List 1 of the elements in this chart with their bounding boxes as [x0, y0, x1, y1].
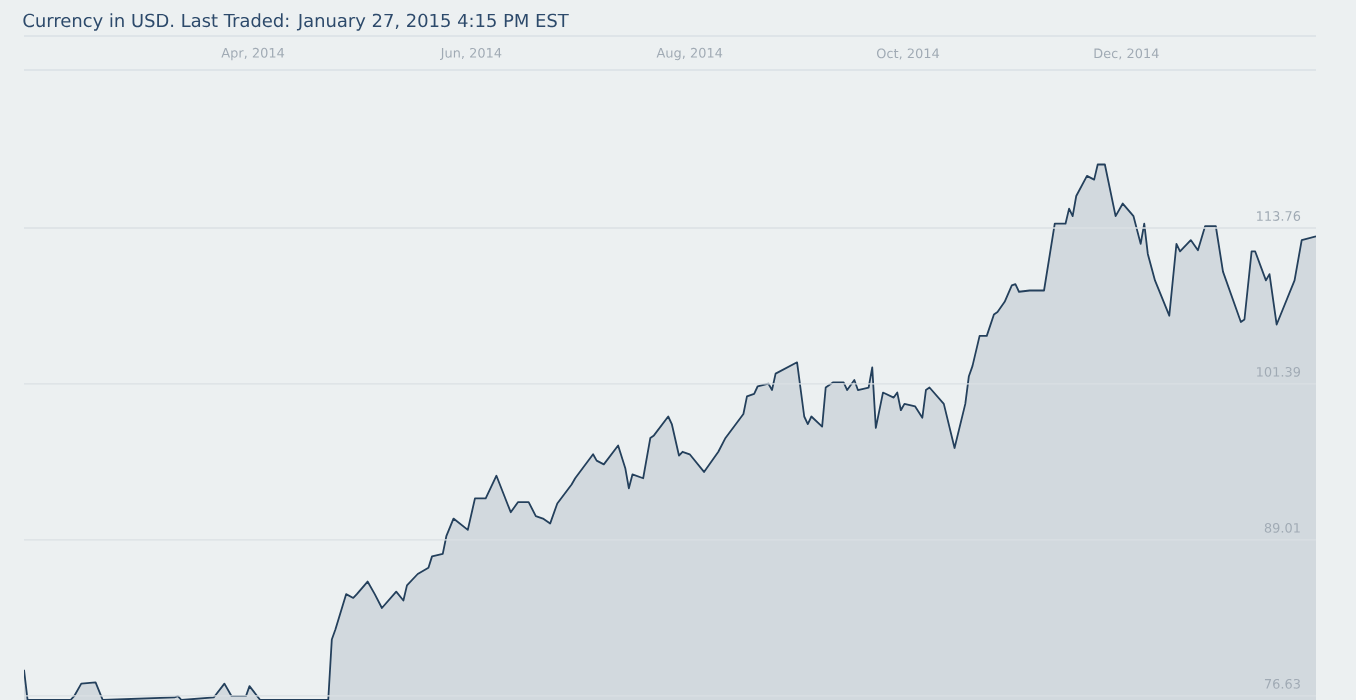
chart-title: Currency in USD. Last Traded: January 27, 2015 4:15 PM EST	[23, 13, 569, 31]
